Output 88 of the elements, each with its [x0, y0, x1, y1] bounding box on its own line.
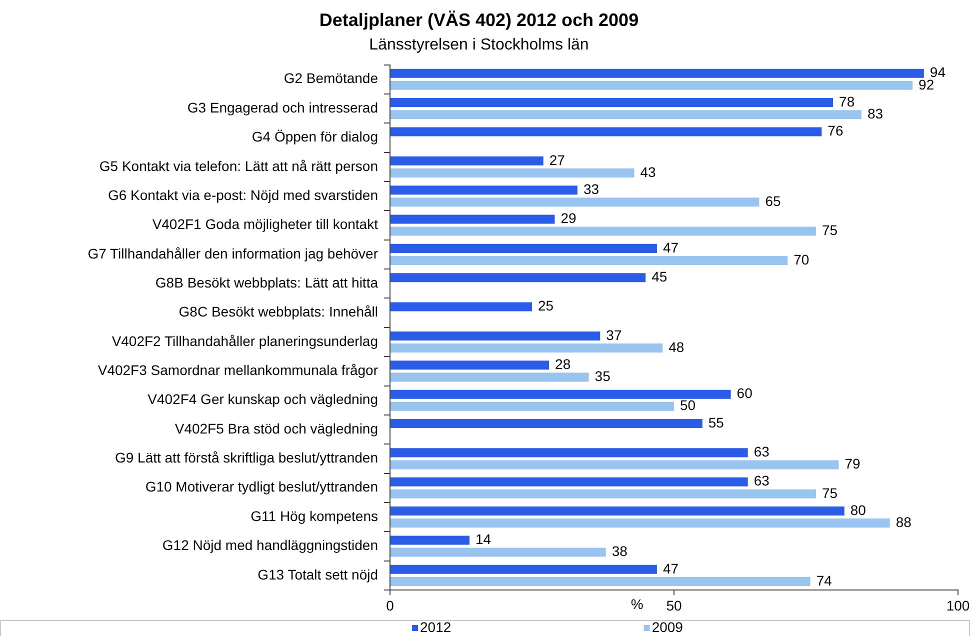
bar — [390, 489, 816, 498]
bar — [390, 80, 913, 90]
data-label: 63 — [754, 472, 770, 489]
y-tick-label: V402F3 Samordnar mellankommunala frågor — [98, 362, 378, 378]
data-label: 88 — [896, 514, 912, 530]
y-tick-label: G4 Öppen för dialog — [252, 128, 378, 145]
y-tick-label: G6 Kontakt via e-post: Nöjd med svarstiden — [108, 186, 378, 203]
data-label: 43 — [640, 164, 656, 180]
data-label: 83 — [867, 105, 884, 122]
data-label: 50 — [680, 397, 696, 414]
data-label: 37 — [606, 326, 622, 343]
bar — [390, 214, 555, 224]
x-tick-label: 0 — [386, 597, 394, 614]
bar — [390, 198, 760, 207]
bar — [390, 460, 839, 470]
data-label: 35 — [594, 368, 611, 384]
data-label: 80 — [850, 502, 866, 518]
bar — [390, 576, 810, 586]
y-tick-label: G8C Besökt webbplats: Innehåll — [178, 304, 378, 320]
data-label: 47 — [662, 560, 679, 576]
bar — [390, 331, 600, 340]
y-tick-label: G9 Lätt att förstå skriftliga beslut/yttranden — [114, 450, 378, 466]
x-axis-title: % — [630, 596, 644, 612]
data-label: 45 — [652, 268, 668, 284]
y-tick-label: G10 Motiverar tydligt beslut/yttranden — [145, 478, 378, 495]
data-label: 38 — [612, 543, 628, 560]
bar — [390, 226, 816, 236]
bar — [390, 536, 470, 545]
bar — [390, 506, 844, 516]
data-label: 55 — [708, 414, 724, 430]
data-label: 63 — [754, 444, 770, 460]
data-label: 27 — [549, 152, 566, 168]
bar — [390, 343, 663, 353]
y-tick-label: G12 Nöjd med handläggningstiden — [162, 537, 378, 554]
data-label: 70 — [794, 251, 810, 268]
chart-title: Detaljplaner (VÄS 402) 2012 och 2009 — [319, 10, 639, 30]
bar — [390, 127, 822, 136]
y-tick-label: G3 Engagerad och intresserad — [187, 99, 378, 116]
bar — [390, 156, 544, 166]
data-label: 76 — [828, 122, 844, 139]
y-tick-label: G5 Kontakt via telefon: Lätt att nå rätt person — [99, 158, 378, 174]
data-label: 60 — [736, 385, 753, 402]
bar — [390, 518, 890, 528]
data-label: 29 — [560, 210, 577, 226]
y-tick-label: V402F1 Goda möjligheter till kontakt — [152, 216, 378, 232]
y-tick-label: V402F2 Tillhandahåller planeringsunderlag — [112, 332, 378, 349]
bar — [390, 273, 646, 282]
data-label: 79 — [844, 456, 861, 472]
data-label: 25 — [538, 298, 554, 314]
bar — [390, 477, 748, 486]
data-label: 47 — [662, 239, 679, 256]
x-tick-label: 50 — [666, 597, 682, 614]
data-label: 48 — [668, 338, 684, 355]
bar — [390, 302, 532, 312]
y-tick-label: V402F4 Ger kunskap och vägledning — [148, 391, 378, 408]
data-label: 65 — [765, 192, 781, 209]
data-label: 78 — [839, 93, 855, 110]
y-tick-label: G11 Hög kompetens — [250, 508, 378, 524]
bar — [390, 402, 674, 411]
bar — [390, 418, 702, 428]
y-tick-label: V402F5 Bra stöd och vägledning — [174, 420, 378, 436]
data-label: 14 — [476, 531, 492, 548]
bar — [390, 360, 550, 370]
bar — [390, 68, 924, 78]
bar — [390, 110, 862, 120]
x-tick-label: 100 — [946, 597, 970, 614]
bar — [390, 168, 634, 178]
bar — [390, 244, 657, 253]
bar — [390, 256, 788, 265]
data-label: 74 — [816, 572, 832, 588]
data-label: 28 — [555, 356, 571, 372]
legend-label: 2009 — [652, 618, 684, 635]
bar — [390, 98, 834, 108]
data-label: 75 — [822, 484, 838, 501]
y-tick-label: G2 Bemötande — [284, 70, 378, 86]
bar — [390, 186, 578, 195]
data-label: 75 — [822, 222, 838, 238]
y-tick-label: G13 Totalt sett nöjd — [258, 566, 378, 582]
y-tick-label: G8B Besökt webbplats: Lätt att hitta — [155, 274, 378, 290]
bar — [390, 372, 589, 382]
bar — [390, 548, 606, 557]
chart-subtitle: Länsstyrelsen i Stockholms län — [369, 36, 589, 54]
bar — [390, 390, 731, 399]
bar — [390, 448, 748, 458]
y-tick-label: G7 Tillhandahåller den information jag behöver — [88, 245, 378, 262]
legend-label: 2012 — [420, 618, 452, 635]
data-label: 33 — [583, 180, 600, 197]
bar — [390, 564, 657, 574]
